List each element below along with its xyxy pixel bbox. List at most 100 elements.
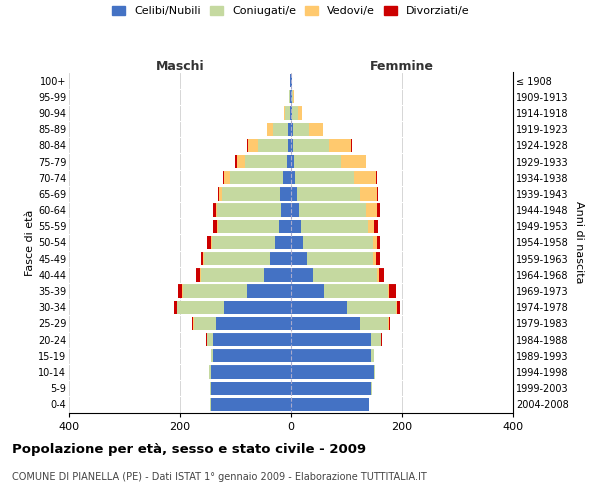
Bar	[374, 366, 376, 378]
Bar	[291, 106, 292, 120]
Bar	[272, 122, 288, 136]
Bar	[291, 317, 361, 330]
Bar	[287, 155, 291, 168]
Bar	[291, 204, 299, 217]
Bar	[236, 155, 245, 168]
Bar	[216, 317, 291, 330]
Bar	[325, 284, 388, 298]
Bar	[303, 236, 373, 249]
Bar	[298, 106, 302, 120]
Bar	[200, 252, 203, 266]
Text: Maschi: Maschi	[155, 60, 205, 74]
Bar	[293, 90, 294, 104]
Bar	[248, 138, 258, 152]
Bar	[301, 220, 368, 233]
Bar	[291, 366, 374, 378]
Bar	[214, 349, 291, 362]
Bar	[280, 188, 291, 200]
Bar	[221, 188, 280, 200]
Bar	[376, 252, 380, 266]
Bar	[223, 171, 224, 184]
Bar	[288, 122, 291, 136]
Bar	[293, 138, 329, 152]
Text: Popolazione per età, sesso e stato civile - 2009: Popolazione per età, sesso e stato civil…	[12, 442, 366, 456]
Bar	[310, 122, 323, 136]
Bar	[288, 138, 291, 152]
Bar	[224, 171, 230, 184]
Bar	[291, 220, 301, 233]
Bar	[292, 90, 293, 104]
Bar	[267, 122, 272, 136]
Bar	[347, 300, 397, 314]
Bar	[211, 366, 291, 378]
Bar	[294, 155, 341, 168]
Text: COMUNE DI PIANELLA (PE) - Dati ISTAT 1° gennaio 2009 - Elaborazione TUTTITALIA.I: COMUNE DI PIANELLA (PE) - Dati ISTAT 1° …	[12, 472, 427, 482]
Bar	[289, 90, 290, 104]
Bar	[177, 300, 224, 314]
Bar	[313, 268, 377, 281]
Bar	[218, 188, 219, 200]
Bar	[183, 284, 247, 298]
Y-axis label: Anni di nascita: Anni di nascita	[574, 201, 584, 283]
Bar	[379, 268, 384, 281]
Bar	[299, 204, 366, 217]
Bar	[217, 204, 281, 217]
Bar	[194, 317, 216, 330]
Bar	[214, 220, 217, 233]
Bar	[368, 220, 374, 233]
Bar	[200, 268, 265, 281]
Bar	[389, 317, 390, 330]
Bar	[361, 317, 388, 330]
Bar	[279, 220, 291, 233]
Bar	[284, 106, 286, 120]
Bar	[377, 188, 378, 200]
Bar	[207, 236, 211, 249]
Bar	[215, 204, 217, 217]
Bar	[291, 349, 371, 362]
Bar	[377, 204, 380, 217]
Bar	[218, 220, 279, 233]
Bar	[371, 333, 382, 346]
Bar	[192, 317, 193, 330]
Bar	[212, 236, 275, 249]
Bar	[295, 171, 354, 184]
Bar	[275, 236, 291, 249]
Bar	[258, 138, 288, 152]
Bar	[366, 204, 377, 217]
Bar	[293, 122, 310, 136]
Bar	[388, 284, 389, 298]
Bar	[296, 188, 361, 200]
Bar	[389, 284, 396, 298]
Bar	[341, 155, 366, 168]
Bar	[292, 106, 298, 120]
Bar	[291, 300, 347, 314]
Bar	[329, 138, 352, 152]
Bar	[291, 171, 295, 184]
Bar	[290, 106, 291, 120]
Bar	[209, 366, 211, 378]
Bar	[224, 300, 291, 314]
Text: Femmine: Femmine	[370, 60, 434, 74]
Bar	[291, 155, 294, 168]
Bar	[291, 382, 371, 395]
Bar	[373, 236, 377, 249]
Bar	[219, 188, 221, 200]
Bar	[376, 171, 377, 184]
Bar	[211, 349, 214, 362]
Bar	[291, 188, 296, 200]
Bar	[205, 252, 270, 266]
Bar	[374, 220, 377, 233]
Bar	[174, 300, 176, 314]
Bar	[373, 252, 376, 266]
Bar	[291, 122, 293, 136]
Bar	[291, 284, 325, 298]
Bar	[291, 138, 293, 152]
Bar	[377, 268, 379, 281]
Bar	[245, 155, 287, 168]
Bar	[203, 252, 205, 266]
Bar	[230, 171, 283, 184]
Bar	[291, 398, 368, 411]
Legend: Celibi/Nubili, Coniugati/e, Vedovi/e, Divorziati/e: Celibi/Nubili, Coniugati/e, Vedovi/e, Di…	[112, 6, 470, 16]
Bar	[291, 236, 303, 249]
Bar	[371, 349, 374, 362]
